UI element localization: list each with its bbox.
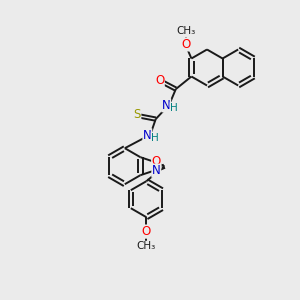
Text: N: N [143,129,152,142]
Text: S: S [134,108,141,121]
Text: CH₃: CH₃ [176,26,196,37]
Text: N: N [152,164,161,177]
Text: O: O [152,155,161,168]
Text: H: H [151,133,159,143]
Text: O: O [142,225,151,238]
Text: O: O [155,74,164,87]
Text: CH₃: CH₃ [137,241,156,251]
Text: H: H [170,103,178,113]
Text: O: O [182,38,190,51]
Text: N: N [162,99,171,112]
